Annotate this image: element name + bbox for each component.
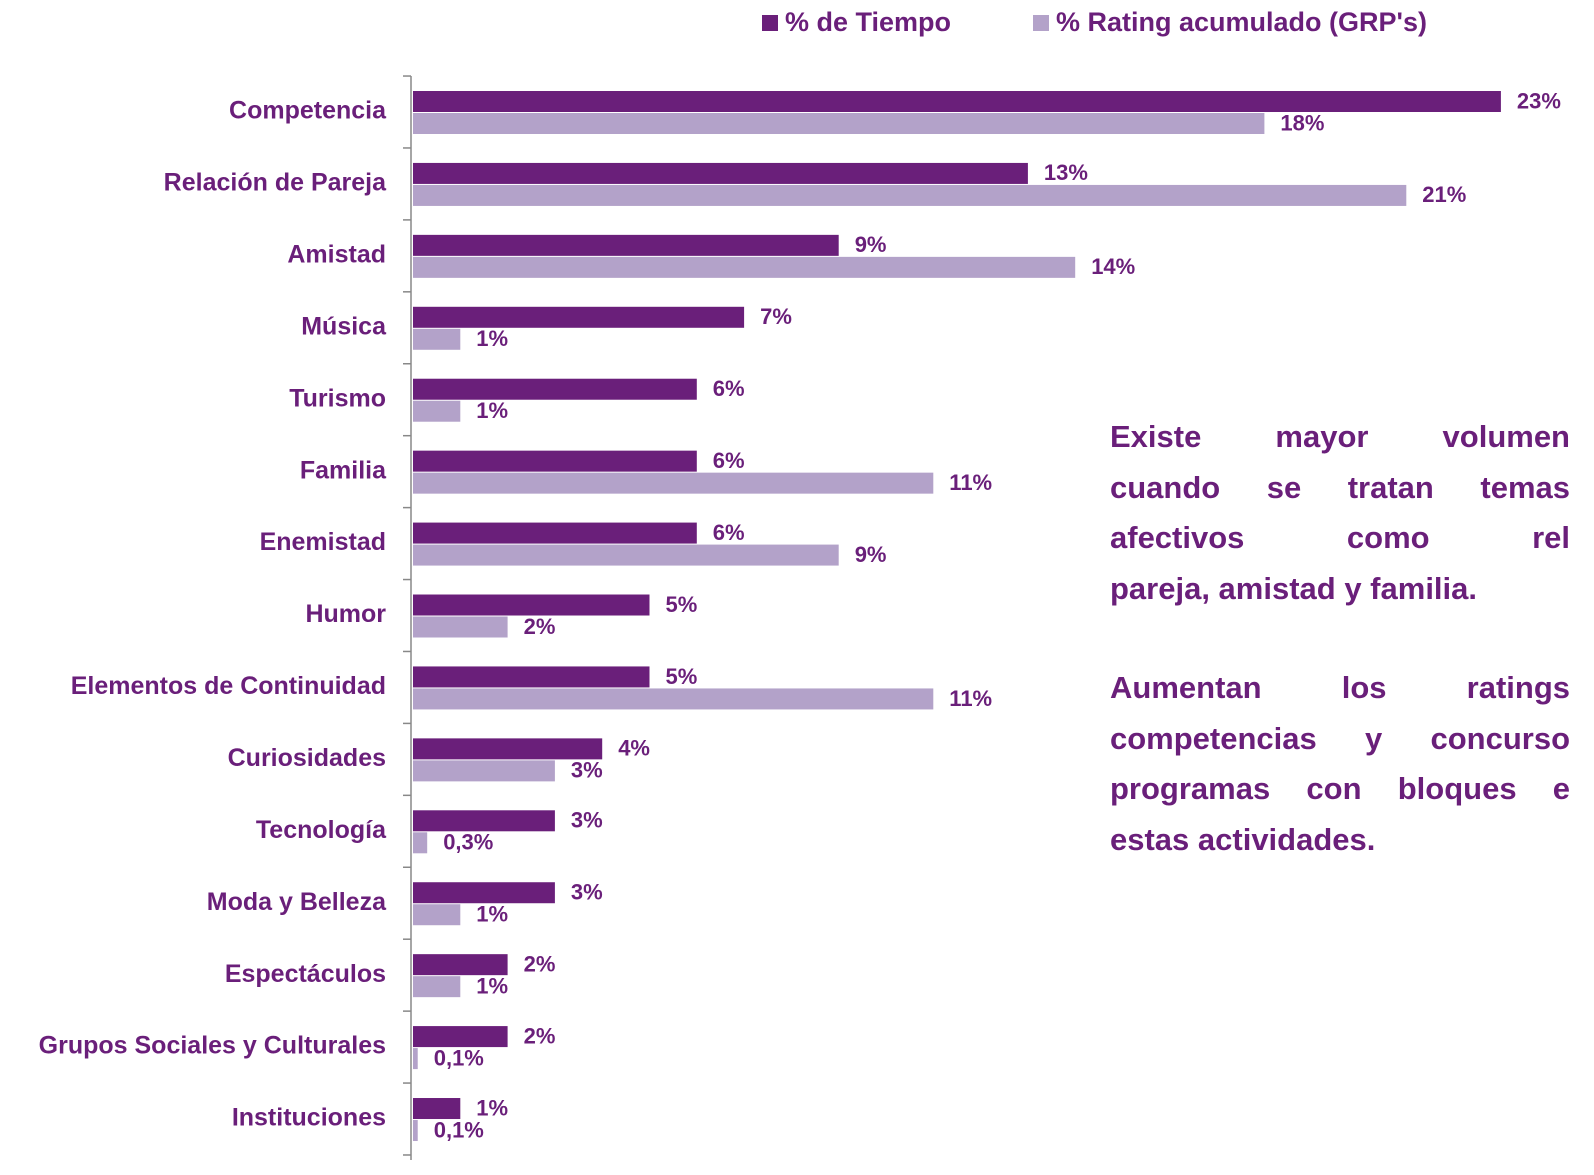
category-label: Enemistad — [260, 528, 386, 556]
annotation: Existe mayor volumen cuando se tratan tem… — [1110, 412, 1570, 614]
category-label: Elementos de Continuidad — [71, 672, 386, 700]
data-label: 2% — [524, 951, 556, 976]
category-label: Curiosidades — [228, 744, 386, 772]
bar — [413, 113, 1265, 134]
annotation-line: pareja, amistad y familia. — [1110, 570, 1478, 606]
bar — [413, 666, 650, 688]
data-label: 1% — [476, 1095, 508, 1120]
annotation-line: competencias y concurso — [1110, 720, 1570, 756]
data-label: 6% — [713, 376, 745, 401]
data-label: 5% — [666, 664, 698, 689]
legend-label: % de Tiempo — [785, 7, 951, 37]
data-label: 11% — [949, 686, 992, 711]
bar — [413, 328, 461, 350]
legend-swatch — [1033, 15, 1049, 31]
data-label: 3% — [571, 808, 603, 833]
bar — [413, 162, 1028, 184]
legend-label: % Rating acumulado (GRP's) — [1056, 7, 1427, 37]
data-label: 0,1% — [434, 1117, 484, 1142]
category-label: Instituciones — [232, 1104, 386, 1132]
annotation-line: estas actividades. — [1110, 821, 1376, 857]
data-label: 3% — [571, 880, 603, 905]
bar — [413, 184, 1407, 206]
bar — [413, 616, 508, 638]
bar — [413, 954, 508, 976]
annotation: Aumentan los ratings competencias y concu… — [1110, 663, 1570, 865]
category-label: Turismo — [289, 384, 386, 412]
bar — [413, 1026, 508, 1048]
data-label: 3% — [571, 758, 603, 783]
bar — [413, 544, 839, 566]
data-label: 6% — [713, 520, 745, 545]
category-label: Familia — [300, 456, 387, 484]
bar — [413, 760, 555, 782]
bar — [413, 1120, 418, 1142]
data-label: 2% — [524, 1023, 556, 1048]
data-label: 2% — [524, 614, 556, 639]
data-label: 1% — [476, 398, 508, 423]
bar — [413, 400, 461, 422]
data-label: 1% — [476, 326, 508, 351]
category-label: Moda y Belleza — [207, 888, 387, 916]
bar — [413, 378, 697, 400]
category-label: Relación de Pareja — [164, 169, 387, 197]
data-label: 21% — [1422, 182, 1466, 207]
data-label: 4% — [618, 736, 650, 761]
category-label: Competencia — [229, 97, 387, 125]
data-label: 1% — [476, 973, 508, 998]
bar — [413, 256, 1076, 278]
data-label: 23% — [1517, 88, 1561, 113]
data-label: 13% — [1044, 160, 1088, 185]
bar — [413, 738, 603, 760]
annotation-line: Aumentan los ratings — [1110, 670, 1570, 705]
bar — [413, 882, 555, 904]
bar — [413, 522, 697, 544]
bar — [413, 904, 461, 926]
bar — [413, 688, 934, 710]
data-label: 1% — [476, 902, 508, 927]
bar — [413, 832, 428, 854]
category-label: Amistad — [287, 240, 386, 268]
bar — [413, 810, 555, 832]
data-label: 7% — [760, 304, 792, 329]
bar — [413, 450, 697, 472]
bar — [413, 1098, 461, 1120]
category-label: Tecnología — [256, 816, 387, 844]
data-label: 9% — [855, 542, 887, 567]
data-label: 6% — [713, 448, 745, 473]
bar — [413, 976, 461, 998]
data-label: 5% — [666, 592, 698, 617]
category-label: Música — [301, 312, 387, 340]
annotation-line: Existe mayor volumen — [1110, 419, 1570, 454]
bar — [413, 234, 839, 256]
data-label: 0,1% — [434, 1045, 484, 1070]
data-label: 11% — [949, 470, 992, 495]
annotation-line: afectivos como rel — [1110, 520, 1570, 555]
category-label: Humor — [305, 600, 386, 628]
data-label: 18% — [1280, 110, 1324, 135]
bar — [413, 472, 934, 494]
bar — [413, 1048, 418, 1070]
annotation-line: cuando se tratan temas — [1110, 469, 1570, 505]
category-label: Espectáculos — [225, 960, 386, 988]
data-label: 9% — [855, 232, 887, 257]
bar — [413, 594, 650, 616]
annotation-line: programas con bloques e — [1110, 771, 1570, 806]
legend-swatch — [762, 15, 778, 31]
bar — [413, 91, 1501, 112]
category-label: Grupos Sociales y Culturales — [39, 1032, 386, 1060]
data-label: 14% — [1091, 254, 1135, 279]
bar — [413, 306, 745, 328]
data-label: 0,3% — [443, 830, 493, 855]
